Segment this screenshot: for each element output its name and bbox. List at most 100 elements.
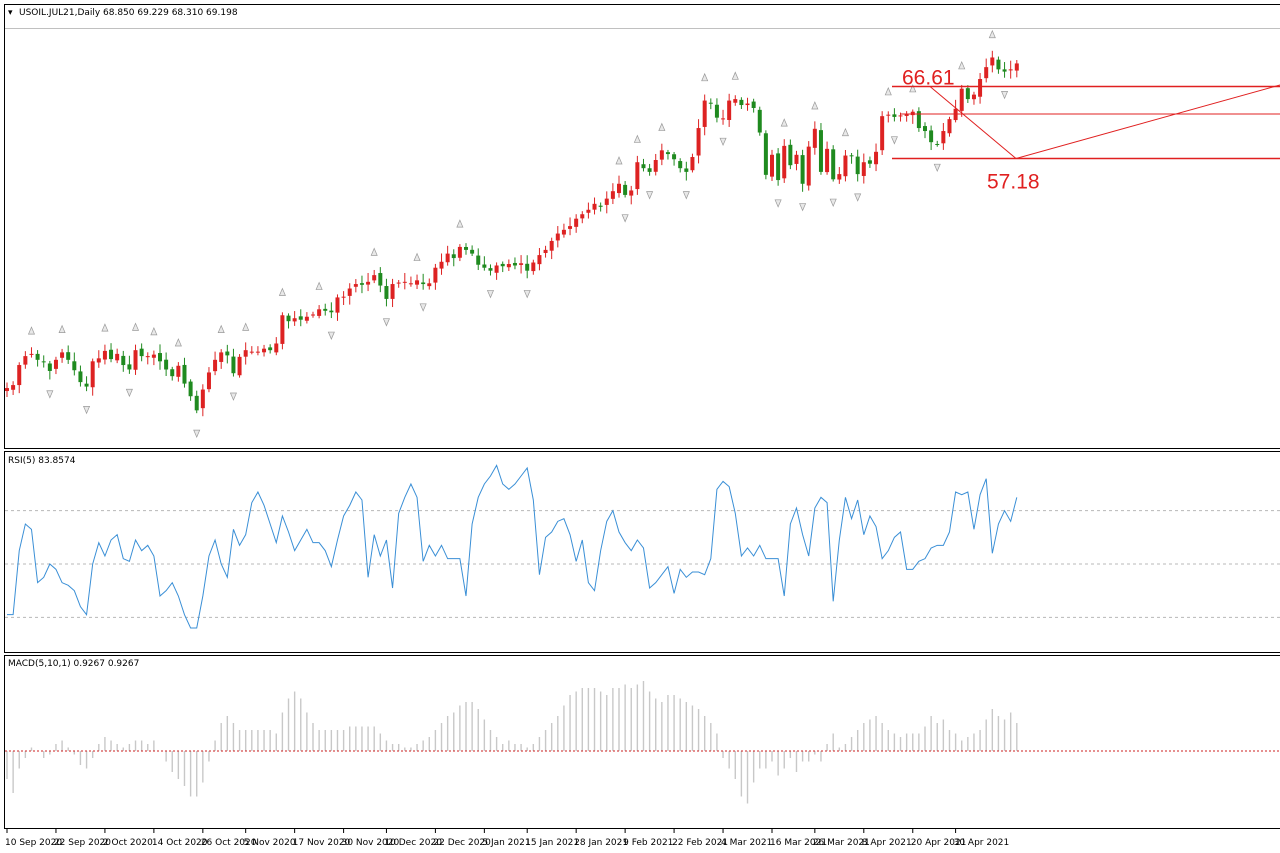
candle-body[interactable] bbox=[561, 229, 566, 235]
candle-body[interactable] bbox=[837, 174, 842, 180]
candle-body[interactable] bbox=[806, 146, 811, 186]
candle-body[interactable] bbox=[90, 361, 95, 388]
candle-body[interactable] bbox=[188, 381, 193, 397]
trendline-down[interactable] bbox=[929, 86, 1017, 159]
candle-body[interactable] bbox=[396, 282, 401, 284]
candle-body[interactable] bbox=[427, 283, 432, 287]
candle-body[interactable] bbox=[923, 126, 927, 132]
candle-body[interactable] bbox=[11, 385, 16, 390]
candle-body[interactable] bbox=[904, 113, 909, 116]
candle-body[interactable] bbox=[818, 130, 823, 172]
candle-body[interactable] bbox=[549, 240, 554, 251]
candle-body[interactable] bbox=[733, 99, 738, 103]
candle-body[interactable] bbox=[916, 111, 921, 129]
candle-body[interactable] bbox=[604, 198, 609, 205]
candle-body[interactable] bbox=[586, 209, 591, 213]
candle-body[interactable] bbox=[78, 371, 83, 383]
candle-body[interactable] bbox=[317, 309, 322, 316]
candle-body[interactable] bbox=[482, 264, 487, 268]
candle-body[interactable] bbox=[610, 191, 615, 199]
candle-body[interactable] bbox=[623, 184, 628, 195]
candle-body[interactable] bbox=[17, 365, 22, 386]
candle-body[interactable] bbox=[696, 128, 701, 156]
candle-body[interactable] bbox=[690, 157, 695, 171]
candle-body[interactable] bbox=[384, 286, 389, 299]
candle-body[interactable] bbox=[959, 88, 964, 111]
candle-body[interactable] bbox=[984, 67, 989, 79]
candle-body[interactable] bbox=[525, 263, 530, 271]
candle-body[interactable] bbox=[476, 255, 481, 265]
candle-body[interactable] bbox=[237, 356, 242, 376]
candle-body[interactable] bbox=[843, 155, 848, 177]
candle-body[interactable] bbox=[72, 361, 77, 371]
candle-body[interactable] bbox=[445, 253, 450, 263]
candle-body[interactable] bbox=[684, 168, 689, 172]
candle-body[interactable] bbox=[378, 273, 383, 286]
candle-body[interactable] bbox=[329, 310, 334, 313]
candle-body[interactable] bbox=[255, 351, 260, 353]
candle-body[interactable] bbox=[721, 118, 726, 120]
candle-body[interactable] bbox=[213, 359, 218, 372]
candle-body[interactable] bbox=[280, 315, 285, 344]
candle-body[interactable] bbox=[182, 364, 187, 384]
candle-body[interactable] bbox=[35, 353, 40, 360]
candle-body[interactable] bbox=[537, 255, 542, 265]
candle-body[interactable] bbox=[849, 155, 854, 157]
candle-body[interactable] bbox=[867, 160, 872, 164]
candle-body[interactable] bbox=[745, 103, 750, 106]
trendline-up[interactable] bbox=[1015, 84, 1280, 159]
candle-body[interactable] bbox=[647, 168, 652, 172]
candle-body[interactable] bbox=[194, 395, 199, 411]
candle-body[interactable] bbox=[678, 161, 683, 169]
candle-body[interactable] bbox=[176, 365, 181, 377]
candle-body[interactable] bbox=[935, 143, 940, 145]
candle-body[interactable] bbox=[274, 343, 279, 353]
candle-body[interactable] bbox=[390, 284, 395, 299]
candle-body[interactable] bbox=[225, 351, 230, 356]
candle-body[interactable] bbox=[886, 114, 891, 116]
candle-body[interactable] bbox=[672, 154, 677, 160]
candle-body[interactable] bbox=[494, 265, 499, 273]
candle-body[interactable] bbox=[66, 352, 71, 360]
candle-body[interactable] bbox=[794, 154, 799, 164]
candle-body[interactable] bbox=[243, 350, 248, 357]
candle-body[interactable] bbox=[1002, 69, 1007, 72]
candle-body[interactable] bbox=[311, 314, 315, 316]
candle-body[interactable] bbox=[41, 361, 46, 363]
candle-body[interactable] bbox=[1008, 69, 1013, 71]
candle-body[interactable] bbox=[800, 155, 805, 184]
candle-body[interactable] bbox=[433, 267, 438, 283]
candle-body[interactable] bbox=[892, 114, 897, 117]
candle-body[interactable] bbox=[115, 353, 120, 361]
candle-body[interactable] bbox=[727, 100, 732, 120]
candle-body[interactable] bbox=[543, 249, 548, 254]
candle-body[interactable] bbox=[151, 354, 156, 358]
candle-body[interactable] bbox=[372, 275, 377, 281]
candle-body[interactable] bbox=[102, 350, 107, 360]
candle-body[interactable] bbox=[812, 128, 817, 148]
candle-body[interactable] bbox=[292, 318, 297, 322]
candle-body[interactable] bbox=[464, 246, 468, 250]
candle-body[interactable] bbox=[512, 262, 517, 266]
candle-body[interactable] bbox=[629, 190, 634, 196]
candle-body[interactable] bbox=[158, 353, 162, 362]
candle-body[interactable] bbox=[109, 349, 114, 360]
candle-body[interactable] bbox=[990, 57, 995, 66]
candle-body[interactable] bbox=[139, 348, 144, 357]
candle-body[interactable] bbox=[408, 283, 413, 285]
candle-body[interactable] bbox=[665, 152, 670, 155]
candle-body[interactable] bbox=[598, 205, 603, 207]
candle-body[interactable] bbox=[164, 359, 169, 370]
candle-body[interactable] bbox=[200, 389, 205, 409]
candle-body[interactable] bbox=[304, 316, 309, 321]
candle-body[interactable] bbox=[555, 233, 560, 241]
candle-body[interactable] bbox=[641, 164, 646, 169]
candle-body[interactable] bbox=[268, 347, 273, 351]
candle-body[interactable] bbox=[978, 79, 983, 97]
candle-body[interactable] bbox=[763, 133, 768, 175]
candle-body[interactable] bbox=[29, 353, 34, 355]
candle-body[interactable] bbox=[751, 101, 756, 108]
candle-body[interactable] bbox=[941, 131, 946, 144]
candle-body[interactable] bbox=[788, 144, 793, 166]
candle-body[interactable] bbox=[1014, 63, 1019, 71]
